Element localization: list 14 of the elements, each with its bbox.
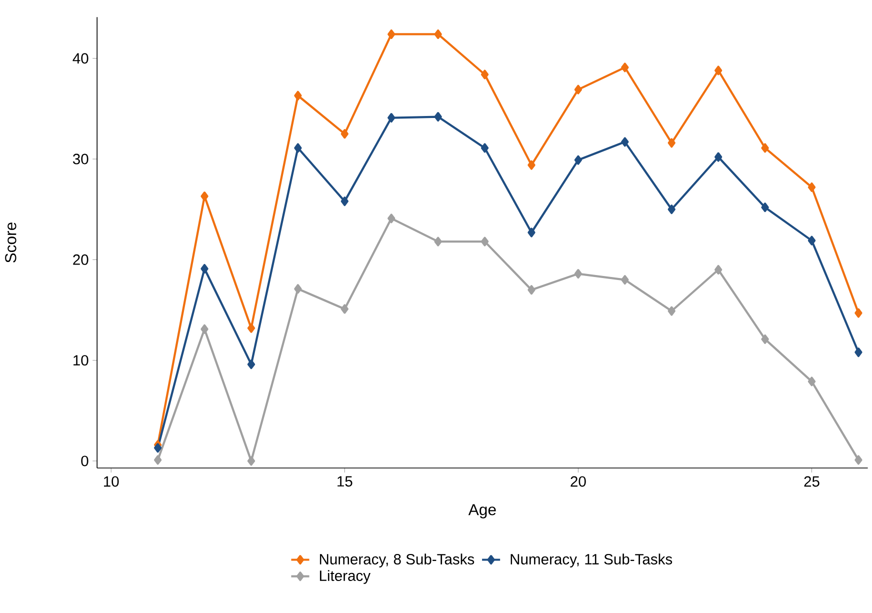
y-tick-label: 20 (73, 254, 88, 265)
x-tick-label: 25 (804, 476, 820, 487)
x-tick-label: 20 (570, 476, 586, 487)
y-tick-label: 0 (81, 456, 88, 466)
x-axis-title: Age (468, 504, 496, 518)
y-axis-title: Score (5, 222, 16, 263)
y-tick-label: 40 (72, 53, 88, 64)
x-tick-label: 15 (338, 476, 352, 487)
y-tick-label: 10 (74, 355, 88, 366)
y-tick-label: 30 (72, 154, 88, 164)
x-tick-label: 10 (104, 476, 119, 487)
legend-label: Numeracy, 11 Sub-Tasks (510, 554, 672, 568)
legend-label: Numeracy, 8 Sub-Tasks (320, 554, 474, 568)
legend-label: Literacy (320, 570, 371, 584)
